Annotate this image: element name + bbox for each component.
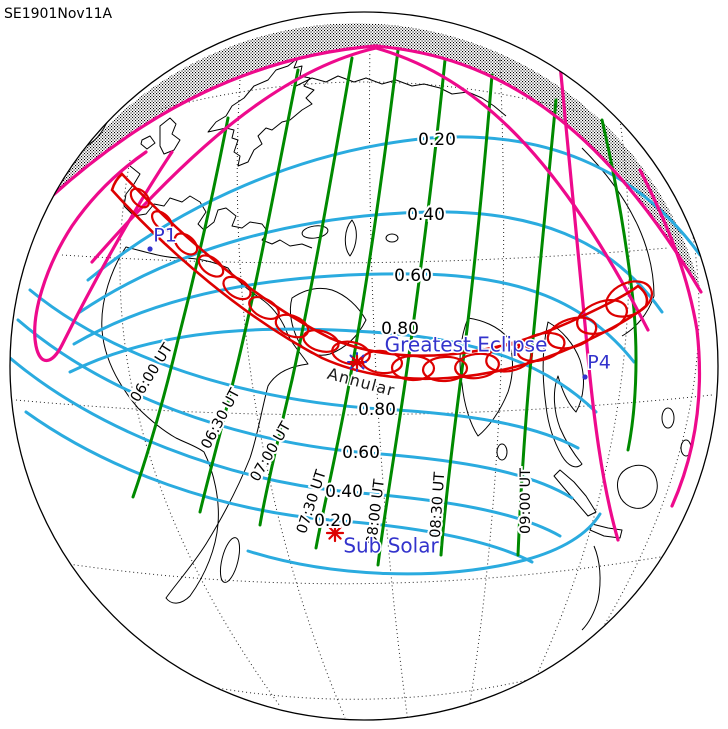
contour-060-north xyxy=(72,272,636,364)
ut-time-contours xyxy=(131,48,638,567)
map-title: SE1901Nov11A xyxy=(4,6,112,22)
obscuration-labels: 0.20 0.40 0.60 0.80 0.80 0.60 0.40 0.20 xyxy=(312,128,458,533)
obscuration-label-north-060: 0.60 xyxy=(394,266,432,286)
ut-line-0630 xyxy=(198,68,300,514)
p4-label: P4 xyxy=(587,352,611,374)
north-limit-outer xyxy=(50,44,703,294)
sub-solar-marker xyxy=(325,523,345,543)
night-region xyxy=(52,23,701,292)
annular-eclipse-path xyxy=(110,172,653,383)
contour-080-north xyxy=(68,327,598,414)
obscuration-label-south-080: 0.80 xyxy=(358,400,396,420)
markers xyxy=(147,246,588,543)
greatest-eclipse-marker xyxy=(347,352,367,372)
penumbral-limits xyxy=(33,44,703,542)
ut-line-0730 xyxy=(314,48,400,550)
globe-limb xyxy=(9,11,719,721)
obscuration-label-south-020: 0.20 xyxy=(314,511,352,531)
p1-label: P1 xyxy=(153,225,177,247)
p1-point xyxy=(147,246,153,252)
obscuration-label-south-040: 0.40 xyxy=(325,482,363,502)
contour-040-south xyxy=(10,356,562,538)
contour-020-south xyxy=(24,410,534,564)
obscuration-label-north-040: 0.40 xyxy=(407,205,445,225)
greatest-eclipse-label: Greatest Eclipse xyxy=(385,333,548,357)
ut-label-0900: 09:00 UT xyxy=(518,468,534,534)
obscuration-label-north-020: 0.20 xyxy=(418,130,456,150)
ut-line-0830 xyxy=(439,73,494,557)
contour-000-south xyxy=(246,512,602,576)
p4-point xyxy=(582,374,588,380)
east-limit-curve xyxy=(638,168,702,508)
ut-line-0800 xyxy=(376,58,447,567)
ut-line-east-unlabeled xyxy=(600,118,638,452)
obscuration-label-south-060: 0.60 xyxy=(342,443,380,463)
contour-060-south xyxy=(16,318,574,500)
west-riseset-loop xyxy=(33,150,174,363)
contour-080-south xyxy=(28,288,580,450)
sub-solar-label: Sub Solar xyxy=(343,534,439,558)
north-limit-inner xyxy=(90,46,650,332)
ut-line-0600 xyxy=(131,116,230,499)
east-riseset-curve xyxy=(558,62,620,542)
ut-line-0700 xyxy=(258,56,354,527)
contour-040-north xyxy=(78,210,664,314)
annular-path-ovals xyxy=(129,187,653,383)
obscuration-label-north-080: 0.80 xyxy=(381,319,419,339)
